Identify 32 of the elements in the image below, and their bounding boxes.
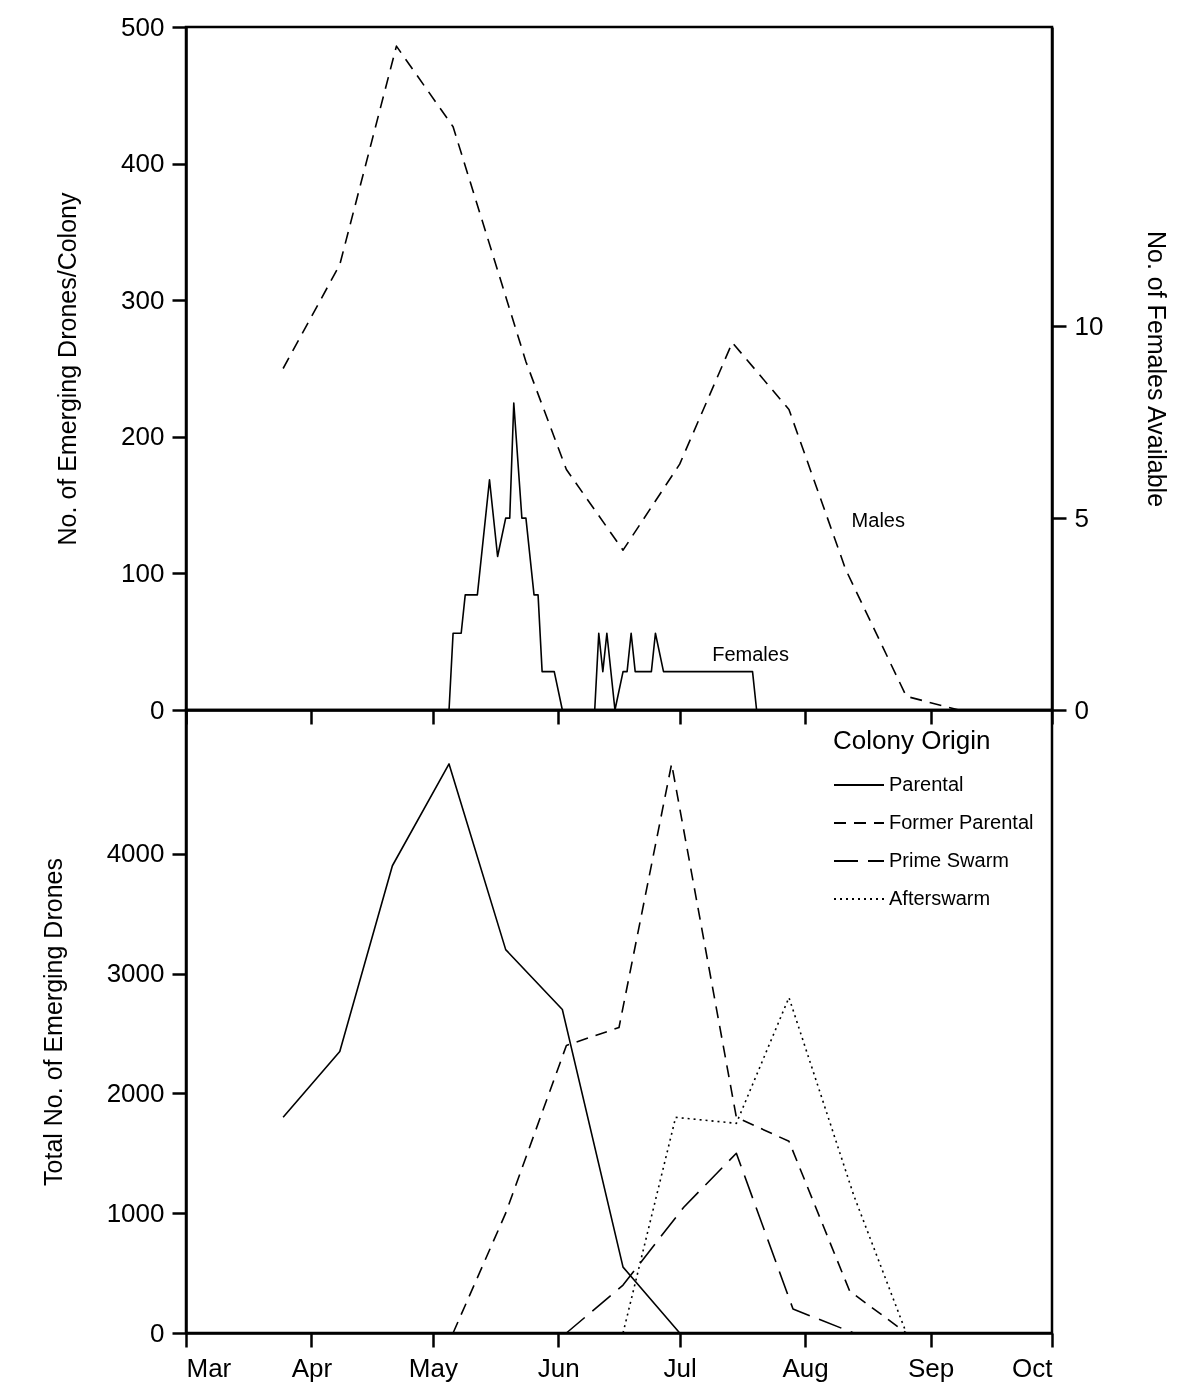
x-tick-label: Sep xyxy=(907,1352,955,1383)
x-tick-label: Jun xyxy=(537,1352,580,1383)
y-axis-title: Total No. of Emerging Drones xyxy=(38,858,67,1186)
y-tick-label: 0 xyxy=(150,694,165,725)
series-label: Females xyxy=(712,642,789,665)
y-tick-label: 500 xyxy=(121,11,165,42)
y2-tick-label: 5 xyxy=(1074,502,1089,533)
y-tick-label: 2000 xyxy=(106,1077,165,1108)
x-tick-label: Apr xyxy=(291,1352,333,1383)
x-tick-label: May xyxy=(408,1352,458,1383)
x-tick-label: Mar xyxy=(186,1352,232,1383)
legend-label: Former Parental xyxy=(889,811,1034,833)
y-tick-label: 4000 xyxy=(106,838,165,869)
y-tick-label: 1000 xyxy=(106,1197,165,1228)
y2-tick-label: 10 xyxy=(1074,310,1104,341)
x-tick-label: Jul xyxy=(663,1352,697,1383)
legend-title: Colony Origin xyxy=(833,725,991,755)
legend-label: Prime Swarm xyxy=(889,849,1010,871)
legend-label: Parental xyxy=(889,773,964,795)
y2-axis-title: No. of Females Available xyxy=(1143,230,1172,508)
legend-label: Afterswarm xyxy=(889,887,991,909)
y-axis-title: No. of Emerging Drones/Colony xyxy=(53,192,82,546)
y2-tick-label: 0 xyxy=(1074,694,1089,725)
x-tick-label: Aug xyxy=(782,1352,829,1383)
x-tick-label: Oct xyxy=(1012,1352,1054,1383)
y-tick-label: 400 xyxy=(121,148,165,179)
y-tick-label: 100 xyxy=(121,557,165,588)
y-tick-label: 0 xyxy=(150,1317,165,1348)
y-tick-label: 300 xyxy=(121,284,165,315)
y-tick-label: 3000 xyxy=(106,958,165,989)
y-tick-label: 200 xyxy=(121,421,165,452)
series-label: Males xyxy=(851,509,905,532)
